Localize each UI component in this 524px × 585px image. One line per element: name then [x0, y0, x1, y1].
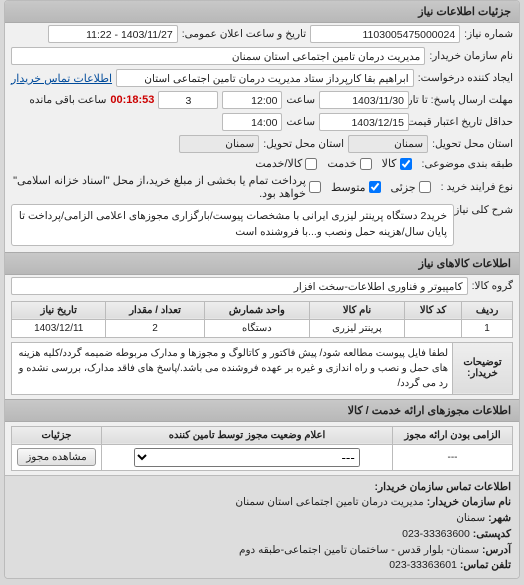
- checkbox-both-input[interactable]: [305, 158, 317, 170]
- value-validity-hour: 14:00: [222, 113, 282, 131]
- cell-name: پرینتر لیزری: [310, 319, 405, 337]
- checkbox-service[interactable]: خدمت: [327, 157, 371, 170]
- col-unit: واحد شمارش: [204, 301, 309, 319]
- cell-permit-status: ---: [102, 444, 393, 470]
- label-number: شماره نیاز:: [464, 28, 513, 40]
- value-announce-dt: 1403/11/27 - 11:22: [48, 25, 178, 43]
- checkbox-low[interactable]: جزئی: [391, 181, 431, 194]
- permit-status-select[interactable]: ---: [134, 448, 360, 467]
- col-code: کد کالا: [404, 301, 461, 319]
- label-buyer-org: نام سازمان خریدار:: [429, 50, 513, 62]
- footer-tel: 33363601-023: [389, 559, 457, 571]
- label-hour-1: ساعت: [286, 94, 315, 106]
- goods-table: ردیف کد کالا نام کالا واحد شمارش تعداد /…: [11, 301, 513, 338]
- checkbox-low-input[interactable]: [419, 181, 431, 193]
- footer-city: سمنان: [456, 512, 485, 524]
- label-remaining: ساعت باقی مانده: [29, 94, 106, 106]
- footer-org-label: نام سازمان خریدار:: [427, 496, 511, 508]
- checkbox-service-label: خدمت: [327, 157, 356, 170]
- checkbox-note[interactable]: پرداخت تمام یا بخشی از مبلغ خرید،از محل …: [11, 174, 321, 200]
- col-date: تاریخ نیاز: [12, 301, 106, 319]
- cell-row: 1: [462, 319, 513, 337]
- label-announce-dt: تاریخ و ساعت اعلان عمومی:: [182, 28, 306, 40]
- col-qty: تعداد / مقدار: [106, 301, 204, 319]
- col-row: ردیف: [462, 301, 513, 319]
- need-details-panel: جزئیات اطلاعات نیاز شماره نیاز: 11030054…: [4, 0, 520, 579]
- checkbox-both-label: کالا/خدمت: [255, 157, 302, 170]
- view-permit-button[interactable]: مشاهده مجوز: [17, 448, 96, 466]
- value-number: 1103005475000024: [310, 25, 460, 43]
- checkbox-goods[interactable]: کالا: [382, 157, 412, 170]
- checkbox-low-label: جزئی: [391, 181, 416, 194]
- cell-unit: دستگاه: [204, 319, 309, 337]
- footer-title: اطلاعات تماس سازمان خریدار:: [375, 481, 511, 493]
- value-group: کامپیوتر و فناوری اطلاعات-سخت افزار: [11, 277, 468, 295]
- value-days-left: 3: [158, 91, 218, 109]
- checkbox-mid-input[interactable]: [369, 181, 381, 193]
- value-delivery-province: سمنان: [348, 135, 428, 153]
- col-permit-status: اعلام وضعیت مجوز توسط تامین کننده: [102, 426, 393, 444]
- permits-title: اطلاعات مجوزهای ارائه خدمت / کالا: [5, 399, 519, 422]
- panel-title: جزئیات اطلاعات نیاز: [5, 1, 519, 23]
- checkbox-note-input[interactable]: [309, 181, 321, 193]
- label-group: گروه کالا:: [472, 280, 513, 292]
- checkbox-mid[interactable]: متوسط: [331, 181, 381, 194]
- checkbox-goods-label: کالا: [382, 157, 397, 170]
- goods-table-header: ردیف کد کالا نام کالا واحد شمارش تعداد /…: [12, 301, 513, 319]
- label-delivery-place: استان محل تحویل:: [432, 138, 513, 150]
- permits-table: الزامی بودن ارائه مجوز اعلام وضعیت مجوز …: [11, 426, 513, 471]
- value-buyer-org: مدیریت درمان تامین اجتماعی استان سمنان: [11, 47, 425, 65]
- col-details: جزئیات: [12, 426, 102, 444]
- checkbox-note-label: پرداخت تمام یا بخشی از مبلغ خرید،از محل …: [11, 174, 306, 200]
- cell-details: مشاهده مجوز: [12, 444, 102, 470]
- footer-tel-label: تلفن تماس:: [460, 559, 511, 571]
- checkbox-service-input[interactable]: [360, 158, 372, 170]
- checkbox-goods-input[interactable]: [400, 158, 412, 170]
- value-change-province: سمنان: [179, 135, 259, 153]
- value-deadline-date: 1403/11/30: [319, 91, 409, 109]
- cell-date: 1403/12/11: [12, 319, 106, 337]
- permits-header: الزامی بودن ارائه مجوز اعلام وضعیت مجوز …: [12, 426, 513, 444]
- buyer-contact-link[interactable]: اطلاعات تماس خریدار: [11, 72, 112, 85]
- col-mandatory: الزامی بودن ارائه مجوز: [393, 426, 513, 444]
- footer-addr-label: آدرس:: [482, 544, 511, 556]
- col-name: نام کالا: [310, 301, 405, 319]
- value-requester: ابراهیم بقا کارپرداز ستاد مدیریت درمان ت…: [116, 69, 414, 87]
- goods-table-row[interactable]: 1 پرینتر لیزری دستگاه 2 1403/12/11: [12, 319, 513, 337]
- cell-qty: 2: [106, 319, 204, 337]
- label-summary: شرح کلی نیاز:: [458, 204, 513, 216]
- checkbox-both[interactable]: کالا/خدمت: [255, 157, 317, 170]
- permits-row: --- --- مشاهده مجوز: [12, 444, 513, 470]
- label-hour-2: ساعت: [286, 116, 315, 128]
- label-category: طبقه بندی موضوعی:: [422, 158, 513, 170]
- cell-mandatory: ---: [393, 444, 513, 470]
- cell-code: [404, 319, 461, 337]
- footer-contact: اطلاعات تماس سازمان خریدار: نام سازمان خ…: [5, 475, 519, 579]
- checkbox-mid-label: متوسط: [331, 181, 366, 194]
- value-summary: خرید2 دستگاه پرینتر لیزری ایرانی با مشخص…: [11, 204, 454, 246]
- label-requester: ایجاد کننده درخواست:: [418, 72, 513, 84]
- footer-code-label: کدپستی:: [473, 528, 511, 540]
- label-validity: حداقل تاریخ اعتبار قیمت: تا تاریخ:: [413, 116, 513, 128]
- notes-label: توضیحات خریدار:: [453, 342, 513, 394]
- label-change-place: استان محل تحویل:: [263, 138, 344, 150]
- footer-code: 33363600-023: [402, 528, 470, 540]
- countdown-timer: 00:18:53: [110, 94, 154, 106]
- label-buy-process: نوع فرایند خرید :: [441, 181, 513, 193]
- label-deadline: مهلت ارسال پاسخ: تا تاریخ:: [413, 94, 513, 106]
- notes-value: لطفا فایل پیوست مطالعه شود/ پیش فاکتور و…: [12, 342, 453, 394]
- notes-table: توضیحات خریدار: لطفا فایل پیوست مطالعه ش…: [11, 342, 513, 395]
- goods-info-title: اطلاعات کالاهای نیاز: [5, 252, 519, 275]
- value-validity-date: 1403/12/15: [319, 113, 409, 131]
- footer-org: مدیریت درمان تامین اجتماعی استان سمنان: [235, 496, 423, 508]
- value-deadline-hour: 12:00: [222, 91, 282, 109]
- footer-city-label: شهر:: [488, 512, 511, 524]
- footer-addr: سمنان- بلوار قدس - ساختمان تامین اجتماعی…: [239, 544, 479, 556]
